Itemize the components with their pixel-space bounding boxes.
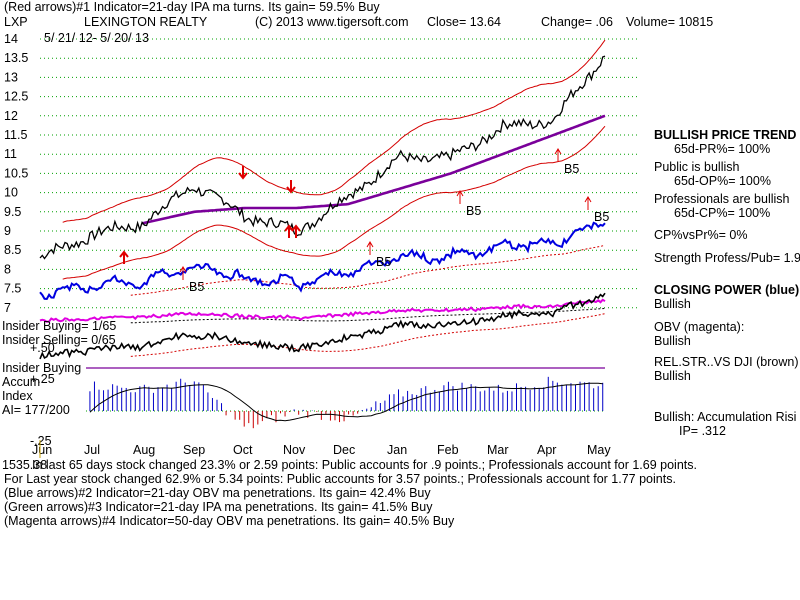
month-label: Jan xyxy=(387,443,407,457)
b5-label: B5 xyxy=(376,255,391,269)
obv-line xyxy=(39,298,606,323)
accum-tick-label: -.25 xyxy=(30,434,52,448)
month-label: Mar xyxy=(487,443,509,457)
month-label: Apr xyxy=(537,443,556,457)
month-label: Aug xyxy=(133,443,155,457)
price-line xyxy=(39,55,606,260)
price-tick-label: 8 xyxy=(4,262,11,276)
index-label: Index xyxy=(2,389,33,403)
month-axis-ticks: Jun Jul Aug Sep Oct Nov Dec Jan Feb Mar Apr May xyxy=(32,443,611,457)
b5-label: B5 xyxy=(594,210,609,224)
indicator-4-text: (Magenta arrows)#4 Indicator=50-day OBV … xyxy=(4,514,455,528)
month-label: Feb xyxy=(437,443,459,457)
insider-buying-count: Insider Buying= 1/65 xyxy=(2,319,117,333)
buy-arrow xyxy=(291,224,301,238)
price-grid xyxy=(40,38,640,309)
volume: Volume= 10815 xyxy=(626,15,714,29)
accumulation-status: Bullish: Accumulation Risi xyxy=(654,410,797,424)
price-tick-label: 9.5 xyxy=(4,205,21,219)
price-axis-ticks: 14 13.5 13 12.5 12 11.5 11 10.5 10 9.5 9 8.5 8 7.5 7 xyxy=(4,32,28,315)
obv-title: OBV (magenta): xyxy=(654,320,745,334)
cp-vs-pr: CP%vsPr%= 0% xyxy=(654,228,748,242)
signal-arrows xyxy=(119,166,301,264)
price-tick-label: 9 xyxy=(4,224,11,238)
closing-power-line xyxy=(39,221,606,301)
op-value: 65d-OP%= 100% xyxy=(674,174,771,188)
footer-year-summary: For Last year stock changed 62.9% or 5.3… xyxy=(4,472,676,486)
rel-strength-status: Bullish xyxy=(654,369,691,383)
strength-ratio: Strength Profess/Pub= 1.9 xyxy=(654,251,800,265)
sell-arrow xyxy=(286,180,296,194)
price-tick-label: 13.5 xyxy=(4,51,28,65)
month-label: May xyxy=(587,443,611,457)
rel-strength-title: REL.STR..VS DJI (brown) xyxy=(654,355,799,369)
price-tick-label: 12.5 xyxy=(4,90,28,104)
price-band-upper xyxy=(62,39,606,223)
b5-arrow xyxy=(584,196,592,210)
insider-selling-count: Insider Selling= 0/65 xyxy=(2,333,116,347)
price-band-lower xyxy=(62,125,606,280)
insider-buying-label: Insider Buying xyxy=(2,361,82,375)
buy-arrow xyxy=(284,224,294,238)
pros-status: Professionals are bullish xyxy=(654,192,790,206)
b5-arrow xyxy=(554,148,562,162)
accum-label: Accum xyxy=(2,375,41,389)
buy-arrow xyxy=(119,250,129,264)
month-label: Sep xyxy=(183,443,205,457)
obv-ma xyxy=(130,307,606,324)
month-label: Jul xyxy=(84,443,100,457)
indicator-2-text: (Blue arrows)#2 Indicator=21-day OBV ma … xyxy=(4,486,431,500)
ip-value: IP= .312 xyxy=(679,424,726,438)
sell-arrow xyxy=(238,166,248,180)
price-moving-average xyxy=(141,114,606,225)
overlap-number: 1535.38 xyxy=(2,458,48,472)
price-tick-label: 10 xyxy=(4,186,18,200)
price-tick-label: 12 xyxy=(4,109,18,123)
b5-label: B5 xyxy=(466,204,481,218)
obv-status: Bullish xyxy=(654,334,691,348)
indicator-1-text: (Red arrows)#1 Indicator=21-day IPA ma t… xyxy=(4,0,380,14)
b5-signal-labels: B5 B5 B5 B5 B5 xyxy=(179,148,609,294)
company-name: LEXINGTON REALTY xyxy=(84,15,208,29)
b5-arrow xyxy=(179,266,187,280)
month-label: Jun xyxy=(32,443,52,457)
indicator-3-text: (Green arrows)#3 Indicator=21-day IPA ma… xyxy=(4,500,433,514)
price-change: Change= .06 xyxy=(541,15,613,29)
ai-value: AI= 177/200 xyxy=(2,403,70,417)
accum-tick-label: +.25 xyxy=(30,372,55,386)
price-tick-label: 8.5 xyxy=(4,243,21,257)
closing-power-title: CLOSING POWER (blue): xyxy=(654,283,800,297)
month-label: Dec xyxy=(333,443,355,457)
price-tick-label: 10.5 xyxy=(4,166,28,180)
price-tick-label: 7.5 xyxy=(4,282,21,296)
rel-strength-line xyxy=(39,292,606,360)
date-range: 5/ 21/ 12- 5/ 20/ 13 xyxy=(44,31,149,45)
price-tick-label: 11 xyxy=(4,147,17,161)
close-price: Close= 13.64 xyxy=(427,15,502,29)
b5-label: B5 xyxy=(564,162,579,176)
accum-index-ma xyxy=(89,382,603,422)
cp-value: 65d-CP%= 100% xyxy=(674,206,771,220)
b5-label: B5 xyxy=(189,280,204,294)
ticker-symbol: LXP xyxy=(4,15,28,29)
price-trend-title: BULLISH PRICE TREND xyxy=(654,128,797,142)
b5-arrow xyxy=(456,190,464,204)
accum-index-bars xyxy=(89,376,604,429)
pr-value: 65d-PR%= 100% xyxy=(674,142,771,156)
copyright-text: (C) 2013 www.tigersoft.com xyxy=(255,15,409,29)
b5-arrow xyxy=(366,241,374,255)
footer-65day-summary: In last 65 days stock changed 23.3% or 2… xyxy=(32,458,697,472)
price-tick-label: 14 xyxy=(4,32,18,46)
month-label: Nov xyxy=(283,443,306,457)
price-tick-label: 7 xyxy=(4,301,11,315)
public-status: Public is bullish xyxy=(654,160,740,174)
closing-power-status: Bullish xyxy=(654,297,691,311)
price-tick-label: 13 xyxy=(4,70,18,84)
price-tick-label: 11.5 xyxy=(4,128,27,142)
month-label: Oct xyxy=(233,443,253,457)
